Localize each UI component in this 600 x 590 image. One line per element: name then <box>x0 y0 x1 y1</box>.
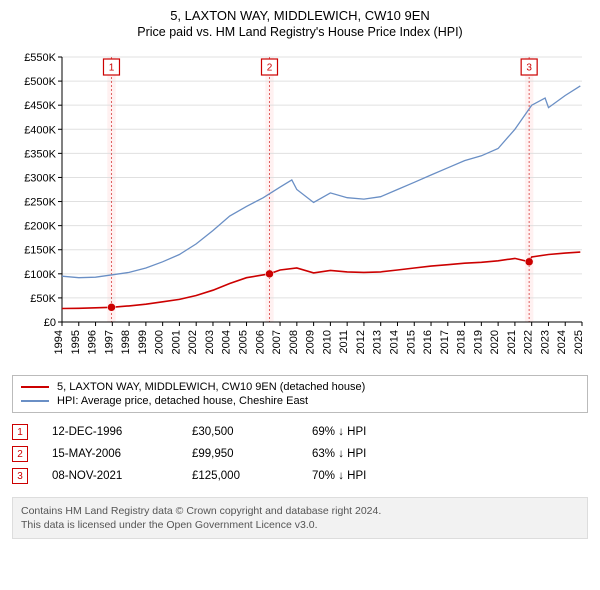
chart-title: 5, LAXTON WAY, MIDDLEWICH, CW10 9EN <box>12 8 588 23</box>
chart-subtitle: Price paid vs. HM Land Registry's House … <box>12 25 588 39</box>
chart-plot: £0 £50K £100K £150K £200K £250K £300K £350K £400… <box>12 47 588 367</box>
event-date: 08-NOV-2021 <box>52 470 192 482</box>
svg-text:2002: 2002 <box>187 330 199 354</box>
legend-label: HPI: Average price, detached house, Ches… <box>57 395 308 407</box>
svg-text:1: 1 <box>109 63 115 74</box>
svg-text:£400K: £400K <box>24 124 56 136</box>
svg-text:2005: 2005 <box>238 330 250 354</box>
legend-item: HPI: Average price, detached house, Ches… <box>21 394 579 408</box>
svg-text:2019: 2019 <box>472 330 484 354</box>
svg-text:2: 2 <box>267 63 273 74</box>
svg-text:£100K: £100K <box>24 269 56 281</box>
event-price: £125,000 <box>192 470 312 482</box>
svg-text:2024: 2024 <box>556 330 568 354</box>
svg-text:2016: 2016 <box>422 330 434 354</box>
event-marker-icon: 3 <box>12 468 28 484</box>
svg-text:£150K: £150K <box>24 245 56 257</box>
svg-text:2015: 2015 <box>405 330 417 354</box>
svg-text:2001: 2001 <box>170 330 182 354</box>
event-marker-icon: 1 <box>12 424 28 440</box>
svg-text:£300K: £300K <box>24 172 56 184</box>
attribution-line: Contains HM Land Registry data © Crown c… <box>21 504 579 518</box>
attribution-line: This data is licensed under the Open Gov… <box>21 518 579 532</box>
event-delta: 63% ↓ HPI <box>312 448 432 460</box>
svg-text:2000: 2000 <box>154 330 166 354</box>
legend-item: 5, LAXTON WAY, MIDDLEWICH, CW10 9EN (det… <box>21 380 579 394</box>
event-delta: 70% ↓ HPI <box>312 470 432 482</box>
svg-text:2008: 2008 <box>288 330 300 354</box>
svg-text:1994: 1994 <box>53 330 65 354</box>
svg-text:2011: 2011 <box>338 330 350 354</box>
svg-text:£350K: £350K <box>24 148 56 160</box>
svg-text:2006: 2006 <box>254 330 266 354</box>
svg-text:2004: 2004 <box>221 330 233 354</box>
event-table: 1 12-DEC-1996£30,50069% ↓ HPI 2 15-MAY-2006… <box>12 421 588 487</box>
svg-text:2021: 2021 <box>506 330 518 354</box>
svg-text:2012: 2012 <box>355 330 367 354</box>
legend: 5, LAXTON WAY, MIDDLEWICH, CW10 9EN (det… <box>12 375 588 413</box>
svg-text:1998: 1998 <box>120 330 132 354</box>
svg-text:2007: 2007 <box>271 330 283 354</box>
svg-text:2018: 2018 <box>456 330 468 354</box>
svg-text:£200K: £200K <box>24 221 56 233</box>
legend-label: 5, LAXTON WAY, MIDDLEWICH, CW10 9EN (det… <box>57 381 365 393</box>
svg-text:1999: 1999 <box>137 330 149 354</box>
svg-text:1995: 1995 <box>70 330 82 354</box>
event-date: 15-MAY-2006 <box>52 448 192 460</box>
chart-container: 5, LAXTON WAY, MIDDLEWICH, CW10 9EN Pric… <box>0 0 600 549</box>
svg-text:2025: 2025 <box>573 330 585 354</box>
svg-text:2003: 2003 <box>204 330 216 354</box>
event-row: 3 08-NOV-2021£125,00070% ↓ HPI <box>12 465 588 487</box>
svg-text:£450K: £450K <box>24 100 56 112</box>
svg-text:£550K: £550K <box>24 52 56 64</box>
svg-text:2022: 2022 <box>523 330 535 354</box>
event-price: £30,500 <box>192 426 312 438</box>
svg-text:£500K: £500K <box>24 76 56 88</box>
legend-swatch <box>21 400 49 402</box>
svg-text:2009: 2009 <box>305 330 317 354</box>
svg-text:£250K: £250K <box>24 197 56 209</box>
legend-swatch <box>21 386 49 388</box>
svg-text:2014: 2014 <box>388 330 400 354</box>
svg-text:2010: 2010 <box>321 330 333 354</box>
chart-svg: £0 £50K £100K £150K £200K £250K £300K £350K £400… <box>12 47 588 367</box>
svg-text:1997: 1997 <box>103 330 115 354</box>
event-delta: 69% ↓ HPI <box>312 426 432 438</box>
svg-text:£50K: £50K <box>30 293 56 305</box>
svg-text:2020: 2020 <box>489 330 501 354</box>
svg-text:2013: 2013 <box>372 330 384 354</box>
svg-text:2017: 2017 <box>439 330 451 354</box>
event-date: 12-DEC-1996 <box>52 426 192 438</box>
event-row: 2 15-MAY-2006£99,95063% ↓ HPI <box>12 443 588 465</box>
svg-text:3: 3 <box>526 63 532 74</box>
svg-text:£0: £0 <box>44 317 56 329</box>
event-price: £99,950 <box>192 448 312 460</box>
svg-text:2023: 2023 <box>539 330 551 354</box>
event-marker-icon: 2 <box>12 446 28 462</box>
attribution-box: Contains HM Land Registry data © Crown c… <box>12 497 588 539</box>
svg-text:1996: 1996 <box>87 330 99 354</box>
event-row: 1 12-DEC-1996£30,50069% ↓ HPI <box>12 421 588 443</box>
